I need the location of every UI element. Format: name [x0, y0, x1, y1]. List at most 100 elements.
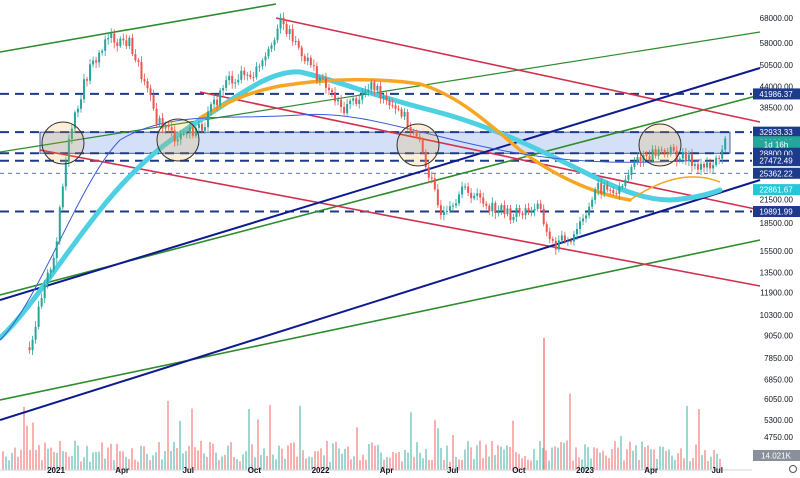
x-axis: 2021 Apr Jul Oct 2022 Apr Jul Oct 2023 Apr Jul	[0, 466, 752, 475]
candle-body	[246, 74, 249, 76]
candle-body	[361, 93, 364, 100]
candle-body	[213, 99, 216, 105]
candle-body	[379, 86, 382, 99]
candle-body	[285, 24, 288, 35]
volume-bar	[557, 447, 559, 470]
candle-body	[715, 157, 718, 166]
candle-body	[721, 149, 724, 159]
volume-bar	[128, 458, 130, 470]
volume-bar	[302, 450, 304, 470]
volume-bar	[26, 425, 28, 470]
volume-bar	[47, 448, 49, 470]
volume-bar	[32, 422, 34, 470]
volume-bar	[11, 452, 13, 470]
y-tick-label: 4750.00	[764, 433, 793, 442]
volume-bar	[35, 449, 37, 470]
candle-body	[718, 157, 721, 159]
volume-bar	[632, 450, 634, 470]
volume-bar	[422, 458, 424, 470]
volume-bar	[683, 458, 685, 470]
volume-bar	[527, 459, 529, 470]
candle-body	[539, 203, 542, 209]
candle-body	[485, 203, 488, 206]
volume-bar	[506, 445, 508, 470]
volume-bar	[614, 441, 616, 470]
volume-bar	[164, 451, 166, 470]
candle-body	[309, 57, 312, 66]
ma-mid-extension	[629, 176, 721, 201]
candle-body	[216, 99, 219, 106]
volume-bar	[434, 420, 436, 470]
candle-body	[515, 207, 518, 217]
volume-bar	[551, 447, 553, 470]
highlight-circle	[156, 118, 200, 162]
candle-body	[612, 190, 615, 194]
candle-body	[654, 149, 657, 156]
candle-body	[461, 186, 464, 195]
candle-body	[651, 149, 654, 161]
candle-body	[458, 194, 461, 204]
candle-body	[545, 224, 548, 232]
candle-body	[200, 124, 203, 131]
candle-body	[542, 208, 545, 225]
volume-bar	[41, 460, 43, 470]
price-badge	[753, 184, 800, 196]
price-badge-label: 32933.33	[759, 128, 793, 137]
volume-bar	[479, 440, 481, 470]
candle-body	[176, 139, 179, 142]
candle-body	[191, 127, 194, 136]
volume-bar	[650, 449, 652, 470]
volume-bar	[230, 442, 232, 470]
blue-trend-lower	[0, 179, 761, 421]
price-badge-label: 25362.22	[759, 169, 793, 178]
volume-bar	[449, 461, 451, 470]
candle-body	[506, 208, 509, 215]
volume-bar	[146, 454, 148, 470]
volume-bar	[656, 458, 658, 470]
candle-body	[364, 91, 367, 94]
candle-body	[488, 205, 491, 212]
candle-body	[86, 79, 89, 81]
volume-bar	[512, 420, 514, 470]
volume-bar	[428, 459, 430, 470]
candle-body	[548, 231, 551, 240]
candle-body	[597, 183, 600, 190]
price-badge-label: 19891.99	[759, 208, 793, 217]
volume-bar	[191, 408, 193, 470]
candle-body	[288, 29, 291, 35]
candle-body	[67, 138, 70, 162]
volume-bar	[524, 455, 526, 470]
volume-bar	[473, 459, 475, 470]
candle-body	[337, 99, 340, 102]
volume-bar	[431, 460, 433, 470]
y-tick-label: 50500.00	[760, 61, 794, 70]
volume-bar	[251, 444, 253, 470]
candle-body	[494, 202, 497, 214]
volume-bar	[98, 451, 100, 470]
candle-body	[303, 56, 306, 62]
volume-bar	[665, 450, 667, 470]
candle-body	[464, 186, 467, 188]
volume-bar	[554, 446, 556, 470]
candle-body	[503, 205, 506, 215]
volume-bar	[158, 442, 160, 470]
volume-bar	[569, 393, 571, 470]
volume-bar	[8, 460, 10, 470]
candle-body	[228, 75, 231, 81]
volume-bar	[314, 451, 316, 470]
volume-bar	[152, 455, 154, 470]
y-tick-label: 5300.00	[764, 416, 793, 425]
candle-body	[693, 164, 696, 166]
candle-body	[569, 241, 572, 243]
volume-bar	[131, 448, 133, 470]
x-tick-label: Jul	[182, 466, 194, 475]
candle-body	[473, 195, 476, 199]
red-channel-bottom	[39, 149, 761, 287]
volume-bar	[659, 446, 661, 470]
volume-bar	[584, 444, 586, 470]
volume-bar	[194, 447, 196, 470]
candle-body	[279, 17, 282, 29]
candle-body	[122, 38, 125, 41]
moving-average-layer	[0, 69, 723, 341]
y-tick-label: 6050.00	[764, 395, 793, 404]
